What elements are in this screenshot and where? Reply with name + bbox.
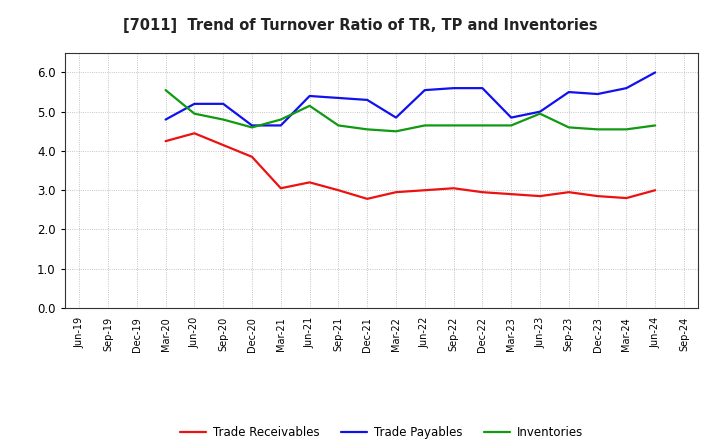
- Trade Payables: [190, 101, 199, 106]
- Trade Receivables: [276, 186, 285, 191]
- Trade Payables: [334, 95, 343, 101]
- Trade Payables: [392, 115, 400, 120]
- Line: Inventories: Inventories: [166, 90, 655, 131]
- Inventories: [392, 128, 400, 134]
- Line: Trade Payables: Trade Payables: [166, 73, 655, 125]
- Inventories: [219, 117, 228, 122]
- Trade Receivables: [478, 190, 487, 195]
- Trade Receivables: [593, 194, 602, 199]
- Inventories: [536, 111, 544, 116]
- Inventories: [507, 123, 516, 128]
- Inventories: [478, 123, 487, 128]
- Trade Payables: [449, 85, 458, 91]
- Trade Payables: [305, 93, 314, 99]
- Trade Payables: [219, 101, 228, 106]
- Inventories: [564, 125, 573, 130]
- Inventories: [276, 117, 285, 122]
- Trade Receivables: [363, 196, 372, 202]
- Trade Payables: [161, 117, 170, 122]
- Inventories: [334, 123, 343, 128]
- Trade Payables: [363, 97, 372, 103]
- Trade Receivables: [334, 187, 343, 193]
- Trade Receivables: [305, 180, 314, 185]
- Trade Payables: [248, 123, 256, 128]
- Inventories: [449, 123, 458, 128]
- Inventories: [190, 111, 199, 116]
- Trade Receivables: [622, 195, 631, 201]
- Line: Trade Receivables: Trade Receivables: [166, 133, 655, 199]
- Trade Receivables: [507, 191, 516, 197]
- Trade Payables: [536, 109, 544, 114]
- Trade Receivables: [161, 139, 170, 144]
- Trade Payables: [622, 85, 631, 91]
- Trade Payables: [651, 70, 660, 75]
- Trade Payables: [420, 88, 429, 93]
- Trade Payables: [593, 92, 602, 97]
- Inventories: [305, 103, 314, 108]
- Trade Receivables: [190, 131, 199, 136]
- Legend: Trade Receivables, Trade Payables, Inventories: Trade Receivables, Trade Payables, Inven…: [176, 421, 588, 440]
- Inventories: [161, 88, 170, 93]
- Inventories: [248, 125, 256, 130]
- Trade Payables: [507, 115, 516, 120]
- Inventories: [363, 127, 372, 132]
- Trade Receivables: [420, 187, 429, 193]
- Trade Payables: [478, 85, 487, 91]
- Trade Receivables: [536, 194, 544, 199]
- Trade Receivables: [219, 143, 228, 148]
- Text: [7011]  Trend of Turnover Ratio of TR, TP and Inventories: [7011] Trend of Turnover Ratio of TR, TP…: [122, 18, 598, 33]
- Inventories: [593, 127, 602, 132]
- Trade Receivables: [449, 186, 458, 191]
- Inventories: [420, 123, 429, 128]
- Trade Payables: [564, 89, 573, 95]
- Trade Payables: [276, 123, 285, 128]
- Trade Receivables: [564, 190, 573, 195]
- Trade Receivables: [248, 154, 256, 159]
- Inventories: [651, 123, 660, 128]
- Trade Receivables: [651, 187, 660, 193]
- Trade Receivables: [392, 190, 400, 195]
- Inventories: [622, 127, 631, 132]
